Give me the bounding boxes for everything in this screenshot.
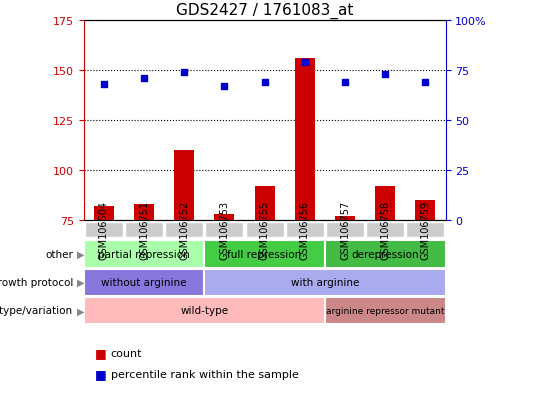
Point xyxy=(300,59,309,66)
Text: without arginine: without arginine xyxy=(102,278,187,287)
Text: GSM106755: GSM106755 xyxy=(260,200,269,260)
Point xyxy=(341,79,349,86)
Point xyxy=(421,79,430,86)
Bar xyxy=(415,201,435,221)
Title: GDS2427 / 1761083_at: GDS2427 / 1761083_at xyxy=(176,3,353,19)
Text: ▶: ▶ xyxy=(77,249,85,259)
Text: count: count xyxy=(111,348,142,358)
Text: GSM106751: GSM106751 xyxy=(139,201,149,259)
Point xyxy=(220,83,229,90)
Bar xyxy=(134,205,154,221)
Text: other: other xyxy=(45,249,73,259)
Bar xyxy=(375,187,395,221)
Bar xyxy=(335,217,355,221)
Text: ▶: ▶ xyxy=(77,306,85,316)
Text: with arginine: with arginine xyxy=(291,278,359,287)
Text: GSM106753: GSM106753 xyxy=(219,201,230,259)
Point xyxy=(99,81,108,88)
Text: GSM106759: GSM106759 xyxy=(421,201,430,259)
Text: GSM106504: GSM106504 xyxy=(99,201,109,259)
Point xyxy=(260,79,269,86)
Text: growth protocol: growth protocol xyxy=(0,278,73,287)
Bar xyxy=(295,59,315,221)
Text: partial repression: partial repression xyxy=(98,249,190,259)
Bar xyxy=(94,207,114,221)
Bar xyxy=(254,187,275,221)
Bar xyxy=(174,151,194,221)
Text: arginine repressor mutant: arginine repressor mutant xyxy=(326,306,444,315)
Text: ■: ■ xyxy=(94,367,106,380)
Text: GSM106757: GSM106757 xyxy=(340,200,350,260)
Point xyxy=(381,71,389,78)
Text: GSM106752: GSM106752 xyxy=(179,200,189,260)
Text: derepression: derepression xyxy=(352,249,419,259)
Text: wild-type: wild-type xyxy=(180,306,228,316)
Text: ▶: ▶ xyxy=(77,278,85,287)
Text: genotype/variation: genotype/variation xyxy=(0,306,73,316)
Text: GSM106758: GSM106758 xyxy=(380,201,390,259)
Text: GSM106756: GSM106756 xyxy=(300,201,310,259)
Text: percentile rank within the sample: percentile rank within the sample xyxy=(111,369,299,379)
Point xyxy=(180,69,188,76)
Point xyxy=(140,76,149,82)
Text: full repression: full repression xyxy=(227,249,302,259)
Bar xyxy=(214,215,234,221)
Text: ■: ■ xyxy=(94,347,106,360)
